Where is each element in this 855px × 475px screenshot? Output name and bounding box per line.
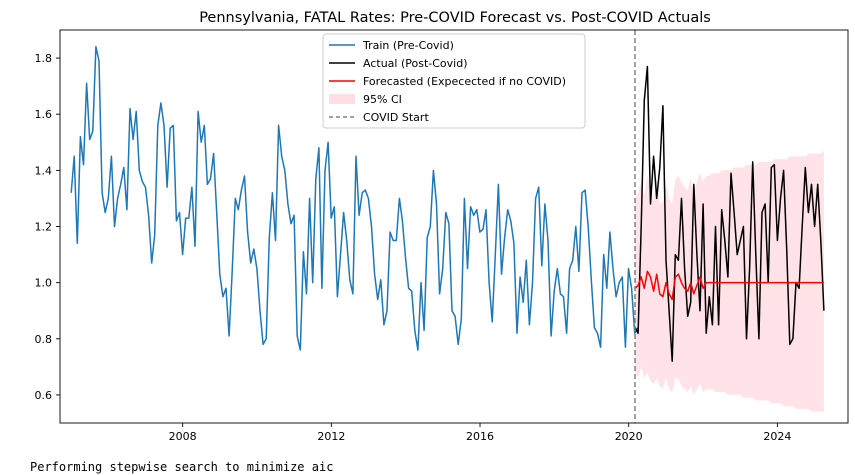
chart-title: Pennsylvania, FATAL Rates: Pre-COVID For… xyxy=(199,10,711,26)
y-tick-label: 1.2 xyxy=(35,221,53,234)
y-tick-label: 1.4 xyxy=(35,164,53,177)
forecast-line xyxy=(634,270,824,301)
ci-band xyxy=(635,150,824,412)
x-tick-label: 2012 xyxy=(317,430,345,443)
y-tick-label: 0.8 xyxy=(35,333,53,346)
legend: Train (Pre-Covid) Actual (Post-Covid) Fore… xyxy=(322,33,586,129)
lines-layer xyxy=(70,30,825,423)
x-tick-label: 2016 xyxy=(466,430,494,443)
axis-layer: 0.6 0.8 1.0 1.2 1.4 1.6 1.8 2008 2012 2016 2020 202… xyxy=(35,29,849,443)
actual-line xyxy=(634,65,825,362)
legend-label: 95% CI xyxy=(363,93,402,106)
legend-label: Train (Pre-Covid) xyxy=(362,39,454,52)
y-tick-label: 0.6 xyxy=(35,389,53,402)
console-output-line: Performing stepwise search to minimize a… xyxy=(30,460,334,474)
legend-patch-swatch xyxy=(329,94,355,104)
y-tick-label: 1.0 xyxy=(35,277,53,290)
legend-label: COVID Start xyxy=(363,111,429,124)
legend-label: Forecasted (Expecected if no COVID) xyxy=(363,75,566,88)
x-tick-label: 2008 xyxy=(169,430,197,443)
legend-label: Actual (Post-Covid) xyxy=(363,57,467,70)
ci-layer xyxy=(635,150,824,412)
legend-box xyxy=(322,33,586,129)
x-tick-label: 2024 xyxy=(763,430,791,443)
y-tick-label: 1.6 xyxy=(35,108,53,121)
y-tick-label: 1.8 xyxy=(35,52,53,65)
train-line xyxy=(70,46,639,351)
x-tick-label: 2020 xyxy=(615,430,643,443)
